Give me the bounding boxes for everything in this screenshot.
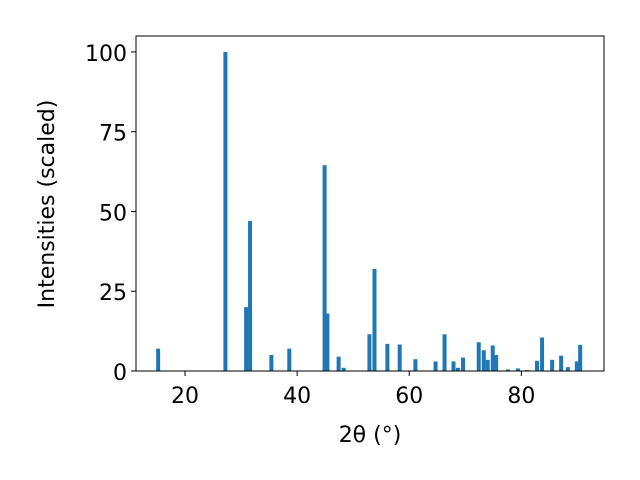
y-tick-label: 25 — [99, 281, 127, 306]
bar — [565, 367, 570, 371]
bar — [559, 355, 564, 371]
x-axis-label: 2θ (°) — [339, 423, 402, 448]
bar — [540, 337, 545, 371]
bar — [244, 307, 249, 371]
bar — [550, 359, 555, 371]
y-axis-label: Intensities (scaled) — [35, 100, 60, 309]
bar — [287, 348, 292, 371]
bar — [223, 51, 228, 371]
bar — [336, 356, 341, 371]
bar — [341, 367, 346, 371]
bar — [461, 357, 466, 371]
bar — [269, 355, 274, 371]
bar — [535, 360, 540, 371]
plot-frame — [135, 35, 605, 372]
bar — [485, 359, 490, 371]
bar — [372, 268, 377, 371]
x-tick-label: 80 — [507, 384, 535, 409]
bar — [481, 350, 486, 371]
y-tick-label: 50 — [99, 201, 127, 226]
bar — [455, 367, 460, 371]
bar — [476, 342, 481, 371]
bar — [325, 313, 330, 371]
bar — [397, 344, 402, 371]
x-tick-label: 40 — [283, 384, 311, 409]
bar — [451, 361, 456, 371]
bar — [442, 334, 447, 371]
bar — [574, 361, 579, 371]
bar — [367, 334, 372, 371]
bar — [156, 348, 161, 371]
y-tick-label: 100 — [85, 42, 127, 67]
y-tick-label: 0 — [113, 361, 127, 386]
x-tick-label: 60 — [395, 384, 423, 409]
y-tick-label: 75 — [99, 122, 127, 147]
bar — [433, 361, 438, 371]
bar — [413, 359, 418, 371]
bar — [385, 343, 390, 371]
bar — [578, 344, 583, 371]
bar — [490, 345, 495, 371]
bar — [515, 368, 520, 371]
bar — [248, 221, 253, 371]
x-tick-label: 20 — [171, 384, 199, 409]
bar — [505, 369, 510, 371]
bar — [494, 355, 499, 371]
bar — [322, 165, 327, 371]
